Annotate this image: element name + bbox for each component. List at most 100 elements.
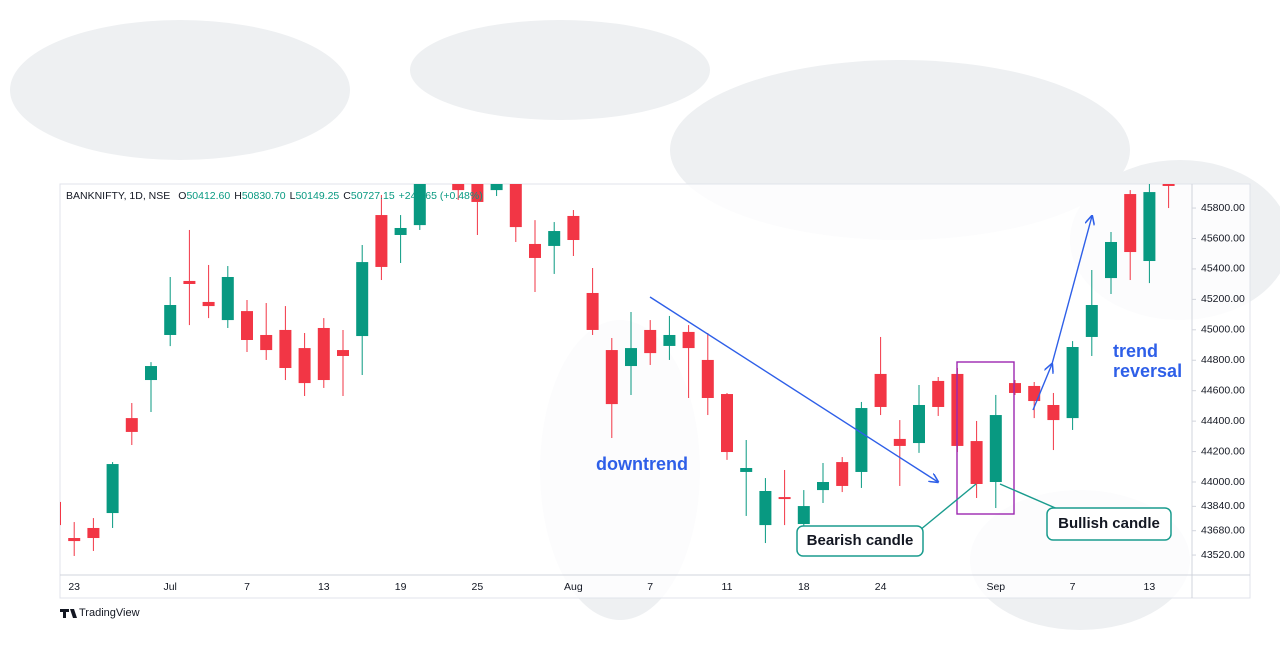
candle-body — [625, 348, 637, 367]
candle-body — [740, 468, 753, 472]
candle-body — [1085, 304, 1098, 337]
candle-body — [913, 404, 925, 444]
annotation: trend — [1113, 341, 1158, 361]
x-tick-label: 18 — [798, 581, 810, 593]
candle-body — [279, 329, 292, 369]
watermark: TradingView — [79, 607, 140, 619]
callout-line — [999, 483, 1061, 511]
callout-box — [1046, 507, 1172, 541]
x-tick-label: 24 — [875, 581, 887, 593]
callout-box — [796, 525, 924, 557]
y-tick-label: 45800.00 — [1201, 202, 1245, 214]
candle-body — [394, 227, 407, 235]
candle-body — [797, 506, 810, 525]
x-tick-label: 13 — [1144, 581, 1156, 593]
candle-body — [221, 276, 234, 321]
candle-body — [1143, 192, 1156, 262]
y-tick-label: 44000.00 — [1201, 476, 1245, 488]
candle-body — [817, 482, 829, 491]
candle-body — [701, 359, 714, 398]
arrow — [1032, 364, 1052, 411]
highlight-box — [956, 361, 1015, 515]
x-tick-label: 19 — [395, 581, 407, 593]
callout-text: Bearish candle — [807, 532, 914, 549]
y-tick-label: 44200.00 — [1201, 445, 1245, 457]
candle-body — [989, 415, 1002, 483]
candle-body — [183, 280, 196, 284]
candle-body — [60, 501, 61, 526]
value: 50412.60 — [186, 190, 230, 202]
y-tick-label: 43680.00 — [1201, 524, 1245, 536]
candle-body — [356, 262, 369, 337]
y-tick-label: 45000.00 — [1201, 324, 1245, 336]
candle-body — [317, 327, 330, 381]
value: 50727.15 — [351, 190, 395, 202]
candles — [60, 162, 1175, 556]
candle-body — [260, 334, 273, 351]
label: H — [234, 190, 242, 202]
candle-body — [932, 380, 945, 407]
candle-body — [1009, 383, 1021, 393]
candle-body — [605, 350, 618, 405]
candle-body — [1162, 184, 1175, 186]
x-tick-label: Jul — [163, 581, 176, 593]
candle-body — [509, 184, 522, 228]
candle-body — [337, 350, 349, 356]
candle-body — [893, 438, 906, 446]
x-tick-label: 11 — [722, 581, 733, 593]
annotation: downtrend — [596, 454, 688, 474]
candle-body — [586, 292, 599, 330]
candle-body — [682, 331, 695, 349]
candle-body — [970, 441, 983, 484]
value: 50830.70 — [242, 190, 286, 202]
candle-body — [125, 418, 138, 432]
candle-body — [759, 490, 772, 526]
change: +242.65 (+0.48%) — [399, 190, 483, 202]
candle-body — [1124, 194, 1137, 253]
candle-body — [433, 162, 445, 170]
symbol: BANKNIFTY, 1D, NSE — [66, 190, 170, 202]
candle-body — [855, 408, 868, 472]
y-tick-label: 45400.00 — [1201, 263, 1245, 275]
x-tick-label: 7 — [1070, 581, 1076, 593]
candle-body — [413, 184, 426, 226]
x-tick-label: 25 — [472, 581, 484, 593]
candle-body — [241, 311, 253, 341]
candle-body — [106, 464, 119, 514]
candle-body — [452, 184, 465, 191]
arrow — [1051, 216, 1092, 365]
candle-body — [375, 215, 388, 267]
candle-body — [1066, 347, 1079, 419]
y-tick-label: 45200.00 — [1201, 293, 1245, 305]
candle-body — [1028, 385, 1041, 402]
candle-body — [644, 329, 657, 354]
candle-body — [548, 231, 561, 246]
annotation: reversal — [1113, 361, 1182, 381]
candle-body — [490, 184, 503, 191]
value: 50149.25 — [295, 190, 339, 202]
label: C — [343, 190, 351, 202]
candle-body — [202, 301, 215, 307]
y-tick-label: 43840.00 — [1201, 500, 1245, 512]
callout-line — [919, 483, 977, 531]
arrow — [649, 296, 938, 482]
y-tick-label: 44400.00 — [1201, 415, 1245, 427]
candle-body — [874, 373, 887, 407]
candle-body — [836, 462, 849, 486]
y-tick-label: 44800.00 — [1201, 354, 1245, 366]
x-tick-label: Aug — [564, 581, 583, 593]
label: O — [178, 190, 186, 202]
candle-body — [721, 394, 733, 453]
callout-text: Bullish candle — [1058, 515, 1160, 532]
candle-body — [1047, 404, 1060, 421]
y-tick-label: 45600.00 — [1201, 232, 1245, 244]
x-tick-label: 7 — [647, 581, 653, 593]
candle-body — [298, 348, 311, 384]
candle-body — [164, 304, 177, 335]
label: L — [290, 190, 296, 202]
logo — [60, 609, 77, 618]
candle-body — [529, 243, 541, 258]
x-tick-label: 23 — [68, 581, 80, 593]
candle-body — [567, 215, 580, 241]
